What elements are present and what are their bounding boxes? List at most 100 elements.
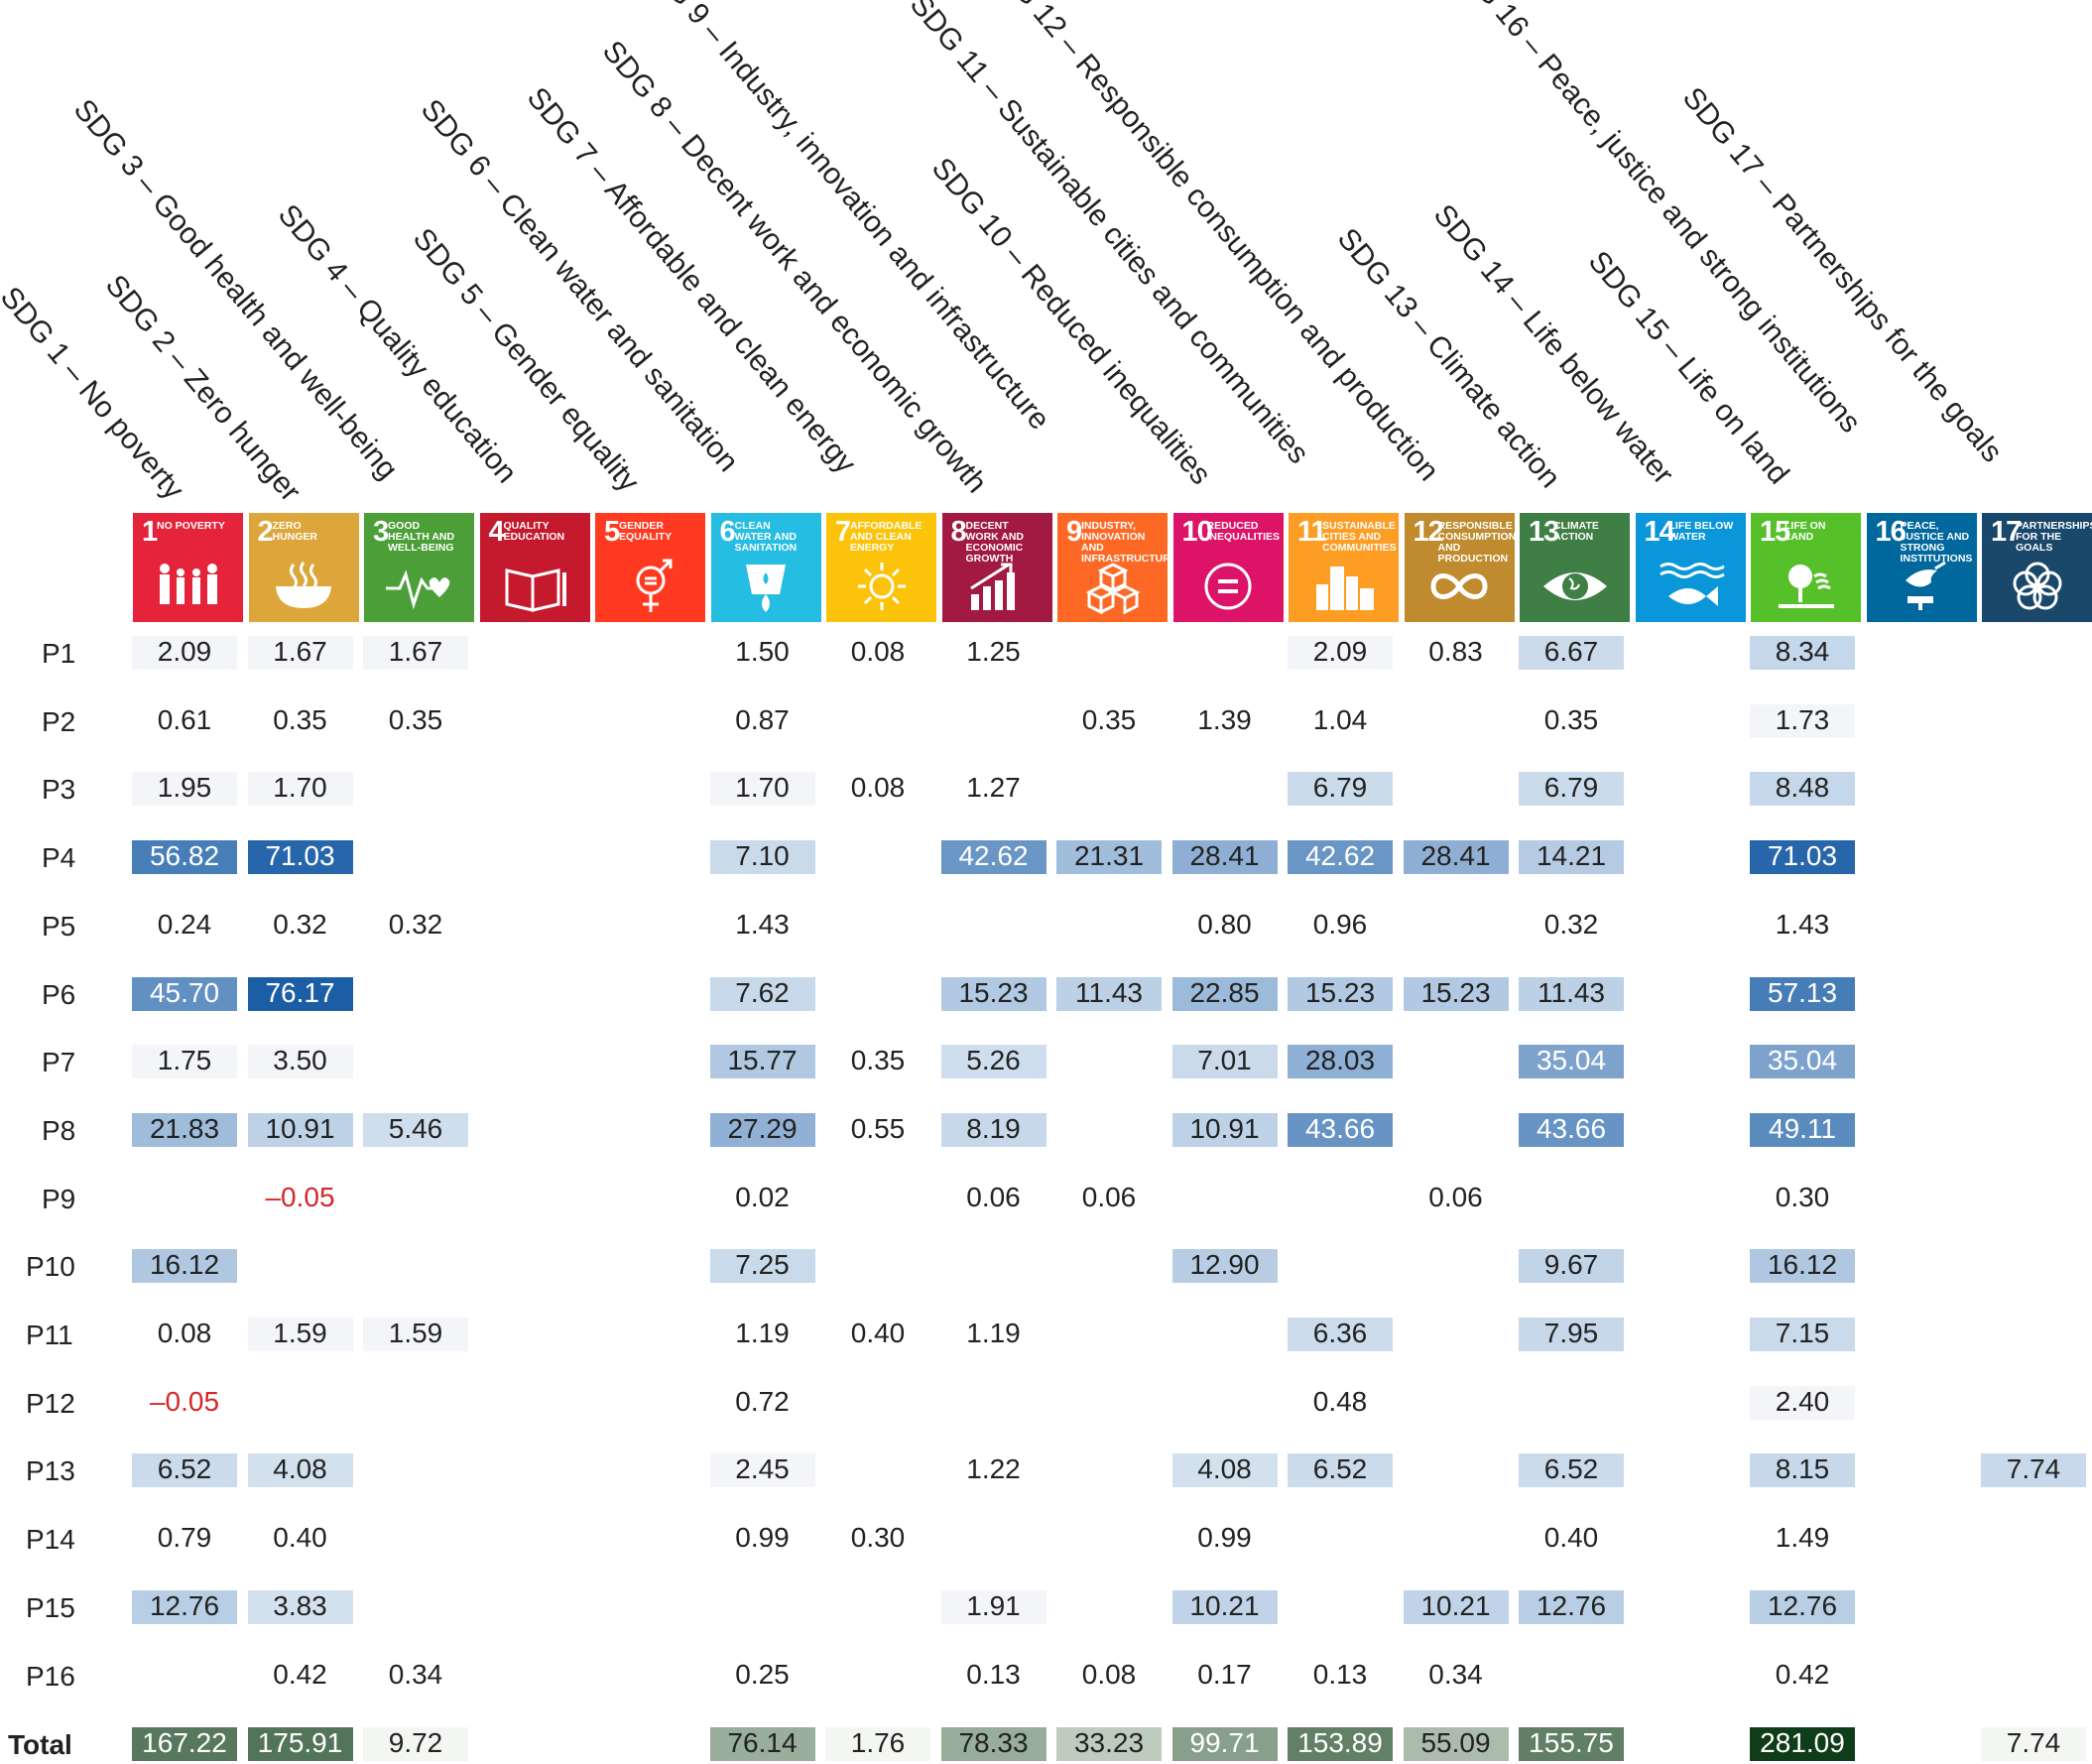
sdg-tile-number: 7	[835, 516, 851, 548]
row-label-p1: P1	[42, 638, 76, 669]
sdg-tile-number: 12	[1413, 516, 1444, 548]
heatmap-cell: 12.76	[132, 1589, 237, 1624]
heatmap-cell: 0.87	[735, 703, 790, 735]
heatmap-cell: 1.04	[1312, 703, 1368, 735]
sdg-tile-3: 3 GOOD HEALTH AND WELL-BEING	[364, 513, 474, 622]
heatmap-cell: 0.08	[1081, 1658, 1137, 1690]
heatmap-cell: 71.03	[247, 840, 353, 875]
heatmap-cell: 1.70	[709, 772, 815, 807]
heatmap-cell: 10.21	[1403, 1589, 1509, 1624]
sdg-tile-6: 6 CLEAN WATER AND SANITATION	[710, 513, 821, 622]
sdg-tile-number: 5	[604, 516, 620, 548]
heatmap-cell: 11.43	[1056, 976, 1162, 1011]
heatmap-cell: 5.46	[363, 1112, 468, 1147]
total-cell: 99.71	[1171, 1727, 1278, 1761]
heatmap-cell: 0.79	[157, 1522, 212, 1554]
eye-globe-icon	[1542, 572, 1607, 600]
heatmap-cell: 0.08	[850, 636, 906, 667]
row-label-p13: P13	[26, 1455, 75, 1487]
sdg-tile-name: INDUSTRY, INNOVATION AND INFRASTRUCTURE	[1081, 520, 1168, 566]
heatmap-cell: 1.95	[132, 772, 237, 807]
sdg-tile-number: 16	[1875, 516, 1907, 548]
heatmap-cell: 7.01	[1171, 1045, 1278, 1079]
heatmap-cell: 0.30	[850, 1522, 906, 1554]
heatmap-cell: 1.59	[247, 1318, 353, 1351]
sdg-tile-number: 10	[1181, 516, 1213, 548]
rings-icon	[2013, 562, 2061, 610]
heatmap-cell: 10.21	[1171, 1589, 1278, 1624]
heatmap-cell: 7.74	[1981, 1453, 2086, 1488]
sun-icon	[857, 563, 906, 610]
sdg-tile-name: LIFE BELOW WATER	[1668, 520, 1734, 544]
sdg-tile-name: SUSTAINABLE CITIES AND COMMUNITIES	[1322, 520, 1397, 555]
heatmap-cell: 0.83	[1428, 636, 1483, 667]
heatmap-cell: 0.06	[966, 1181, 1021, 1212]
fish-icon	[1660, 563, 1725, 606]
heatmap-cell: 15.23	[1403, 976, 1509, 1011]
total-cell: 9.72	[363, 1727, 468, 1761]
heatmap-cell: 9.67	[1519, 1249, 1624, 1284]
heatmap-cell: 2.45	[709, 1453, 815, 1488]
dove-gavel-icon	[1906, 561, 1946, 610]
heatmap-cell: 28.03	[1288, 1045, 1393, 1079]
sdg-tile-name: QUALITY EDUCATION	[503, 520, 565, 544]
heatmap-cell: 0.72	[735, 1385, 790, 1417]
sdg-tile-number: 1	[142, 516, 158, 548]
heatmap-cell: 6.52	[132, 1453, 237, 1488]
heatmap-cell: 0.99	[735, 1522, 790, 1554]
gender-icon	[636, 559, 672, 612]
heatmap-cell: 0.08	[157, 1318, 212, 1348]
heatmap-cell: 1.25	[966, 636, 1021, 667]
row-label-p10: P10	[26, 1251, 75, 1283]
heatmap-cell: 0.06	[1081, 1181, 1137, 1212]
heatmap-cell: 16.12	[1750, 1249, 1855, 1284]
heatmap-cell: 1.49	[1775, 1522, 1830, 1554]
sdg-tile-12: 12 RESPONSIBLE CONSUMPTION AND PRODUCTION	[1404, 513, 1515, 622]
heatmap-cell: 7.10	[709, 840, 815, 875]
equals-icon	[1204, 563, 1252, 610]
tree-icon	[1778, 565, 1834, 608]
heatmap-cell: –0.05	[149, 1385, 220, 1417]
total-cell: 7.74	[1981, 1727, 2086, 1761]
heatmap-cell: 0.35	[850, 1045, 906, 1076]
heatmap-cell: 15.23	[940, 976, 1046, 1011]
heatmap-cell: 35.04	[1750, 1045, 1855, 1079]
sdg-tile-name: CLIMATE ACTION	[1553, 520, 1599, 544]
heatmap-cell: 12.76	[1750, 1589, 1855, 1624]
heatmap-cell: 11.43	[1519, 976, 1624, 1011]
heatmap-cell: –0.05	[265, 1181, 335, 1212]
heatmap-cell: 10.91	[1171, 1112, 1278, 1147]
heatmap-cell: 0.34	[388, 1658, 443, 1690]
heatmap-cell: 0.25	[735, 1658, 790, 1690]
heatmap-cell: 0.13	[1312, 1658, 1368, 1690]
sdg-tile-number: 11	[1297, 516, 1327, 548]
bowl-icon	[276, 562, 331, 608]
heatmap-cell: 2.40	[1750, 1385, 1855, 1420]
heatmap-cell: 0.06	[1428, 1181, 1483, 1212]
heatmap-cell: 0.61	[157, 703, 212, 735]
sdg-tile-number: 14	[1644, 516, 1675, 548]
heatmap-cell: 12.76	[1519, 1589, 1624, 1624]
sdg-tile-name: RESPONSIBLE CONSUMPTION AND PRODUCTION	[1437, 520, 1515, 566]
heatmap-cell: 0.17	[1197, 1658, 1252, 1690]
heatmap-cell: 8.19	[940, 1112, 1046, 1147]
heatmap-cell: 4.08	[1171, 1453, 1278, 1488]
heatmap-cell: 16.12	[132, 1249, 237, 1284]
heatmap-cell: 76.17	[247, 976, 353, 1011]
sdg-tile-8: 8 DECENT WORK AND ECONOMIC GROWTH	[941, 513, 1052, 622]
sdg-tile-10: 10 REDUCED INEQUALITIES	[1172, 513, 1284, 622]
sdg-tile-name: ZERO HUNGER	[272, 520, 318, 544]
heatmap-cell: 7.95	[1519, 1318, 1624, 1351]
sdg-tile-14: 14 LIFE BELOW WATER	[1635, 513, 1746, 622]
heatmap-cell: 5.26	[940, 1045, 1046, 1079]
column-header-sdg-13: SDG 13 – Climate action	[1331, 221, 1567, 494]
sdg-tile-name: DECENT WORK AND ECONOMIC GROWTH	[965, 520, 1025, 566]
heatmap-cell: 0.08	[850, 772, 906, 804]
sdg-tile-number: 17	[1991, 516, 2022, 548]
heatmap-cell: 7.62	[709, 976, 815, 1011]
heatmap-cell: 15.23	[1288, 976, 1393, 1011]
heatmap-cell: 0.40	[273, 1522, 327, 1554]
row-label-p5: P5	[42, 910, 76, 942]
sdg-tile-number: 2	[257, 516, 274, 548]
